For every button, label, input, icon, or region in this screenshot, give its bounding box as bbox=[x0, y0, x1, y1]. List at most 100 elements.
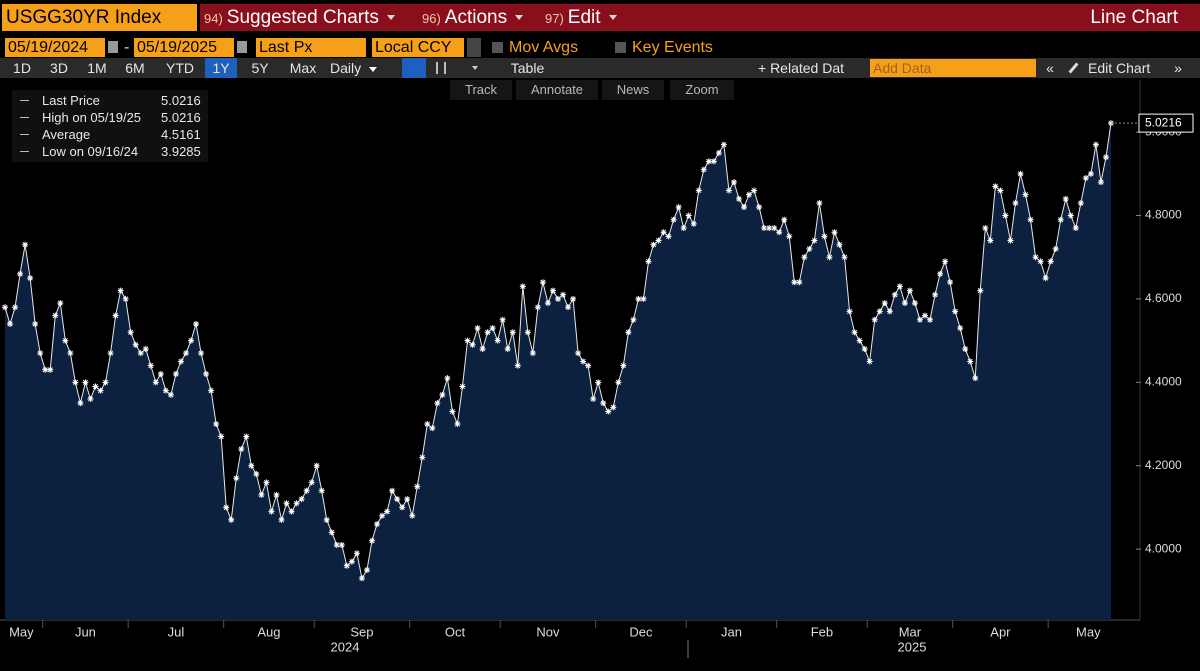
end-date[interactable]: 05/19/2025 bbox=[134, 38, 234, 57]
point-marker bbox=[504, 345, 511, 352]
point-marker bbox=[439, 391, 446, 398]
x-tick-label: Oct bbox=[445, 624, 466, 639]
point-marker bbox=[22, 241, 29, 248]
point-marker bbox=[831, 229, 838, 236]
point-marker bbox=[565, 304, 572, 311]
menu[interactable]: 96) Actions bbox=[422, 4, 524, 31]
range-button[interactable]: 1D bbox=[13, 60, 31, 76]
range-button[interactable]: Max bbox=[289, 60, 317, 76]
point-marker bbox=[374, 521, 381, 528]
point-marker bbox=[665, 233, 672, 240]
range-button[interactable]: 1Y bbox=[205, 58, 237, 78]
point-marker bbox=[1002, 212, 1009, 219]
point-marker bbox=[243, 433, 250, 440]
point-marker bbox=[514, 362, 521, 369]
point-marker bbox=[283, 500, 290, 507]
menu-bar bbox=[200, 4, 1200, 31]
point-marker bbox=[182, 350, 189, 357]
point-marker bbox=[856, 337, 863, 344]
point-marker bbox=[977, 287, 984, 294]
point-marker bbox=[640, 295, 647, 302]
legend-icon bbox=[20, 117, 29, 118]
range-button[interactable]: 6M bbox=[125, 60, 145, 76]
point-marker bbox=[1077, 200, 1084, 207]
point-marker bbox=[469, 341, 476, 348]
collapse-button[interactable]: « bbox=[1046, 60, 1054, 76]
menu[interactable]: 94) Suggested Charts bbox=[204, 4, 395, 31]
point-marker bbox=[580, 358, 587, 365]
point-marker bbox=[147, 362, 154, 369]
checkbox-option[interactable]: Mov Avgs bbox=[492, 38, 578, 57]
point-marker bbox=[479, 345, 486, 352]
point-marker bbox=[1037, 258, 1044, 265]
line-chart-icon[interactable] bbox=[402, 58, 426, 78]
chart-tool[interactable]: News bbox=[602, 80, 664, 100]
field-select[interactable]: Last Px bbox=[256, 38, 366, 57]
point-marker bbox=[82, 379, 89, 386]
point-marker bbox=[122, 295, 129, 302]
point-marker bbox=[162, 387, 169, 394]
chart-tool[interactable]: Annotate bbox=[516, 80, 598, 100]
table-button[interactable]: Table bbox=[510, 60, 545, 76]
calendar-icon[interactable] bbox=[237, 41, 247, 53]
calendar-icon[interactable] bbox=[108, 41, 118, 53]
point-marker bbox=[987, 237, 994, 244]
point-marker bbox=[746, 191, 753, 198]
chart-tool[interactable]: Zoom bbox=[670, 80, 734, 100]
point-marker bbox=[248, 462, 255, 469]
point-marker bbox=[303, 487, 310, 494]
point-marker bbox=[67, 350, 74, 357]
dropdown-button[interactable] bbox=[467, 38, 481, 57]
point-marker bbox=[871, 316, 878, 323]
menu-label: Actions bbox=[444, 7, 508, 28]
menu[interactable]: 97) Edit bbox=[545, 4, 617, 31]
point-marker bbox=[957, 325, 964, 332]
point-marker bbox=[343, 562, 350, 569]
chart-tool[interactable]: Track bbox=[450, 80, 512, 100]
point-marker bbox=[866, 358, 873, 365]
point-marker bbox=[695, 187, 702, 194]
expand-button[interactable]: » bbox=[1174, 60, 1182, 76]
bar-chart-icon[interactable] bbox=[436, 62, 446, 74]
point-marker bbox=[288, 508, 295, 515]
point-marker bbox=[112, 312, 119, 319]
point-marker bbox=[323, 516, 330, 523]
point-marker bbox=[1057, 216, 1064, 223]
point-marker bbox=[524, 329, 531, 336]
add-data-input[interactable]: Add Data bbox=[870, 59, 1036, 77]
point-marker bbox=[177, 358, 184, 365]
point-marker bbox=[499, 316, 506, 323]
point-marker bbox=[796, 279, 803, 286]
point-marker bbox=[419, 454, 426, 461]
ticker[interactable]: USGG30YR Index bbox=[2, 4, 197, 31]
related-data[interactable]: + Related Dat bbox=[758, 60, 844, 76]
point-marker bbox=[555, 295, 561, 302]
range-button[interactable]: 3D bbox=[50, 60, 68, 76]
point-marker bbox=[806, 245, 813, 252]
area bbox=[5, 123, 1111, 621]
option-label: Mov Avgs bbox=[509, 39, 579, 56]
point-marker bbox=[253, 471, 260, 478]
point-marker bbox=[1017, 170, 1024, 177]
frequency: Daily bbox=[330, 60, 362, 76]
range-button[interactable]: 1M bbox=[87, 60, 107, 76]
point-marker bbox=[258, 491, 265, 498]
currency-select[interactable]: Local CCY bbox=[372, 38, 464, 57]
point-marker bbox=[1102, 154, 1109, 161]
point-marker bbox=[72, 379, 79, 386]
point-marker bbox=[730, 179, 737, 186]
point-marker bbox=[338, 541, 345, 548]
frequency-select[interactable]: Daily bbox=[330, 58, 390, 78]
point-marker bbox=[62, 337, 69, 344]
chart-type-dropdown[interactable] bbox=[472, 66, 478, 70]
checkbox-option[interactable]: Key Events bbox=[615, 38, 713, 57]
view-name: Line Chart bbox=[1090, 7, 1178, 28]
point-marker bbox=[549, 287, 556, 294]
point-marker bbox=[47, 366, 54, 373]
range-button[interactable]: 5Y bbox=[251, 60, 269, 76]
edit-chart-button[interactable]: Edit Chart bbox=[1088, 60, 1151, 76]
x-tick-label: May bbox=[9, 624, 34, 639]
start-date[interactable]: 05/19/2024 bbox=[5, 38, 105, 57]
range-button[interactable]: YTD bbox=[166, 60, 194, 76]
point-marker bbox=[529, 350, 536, 357]
